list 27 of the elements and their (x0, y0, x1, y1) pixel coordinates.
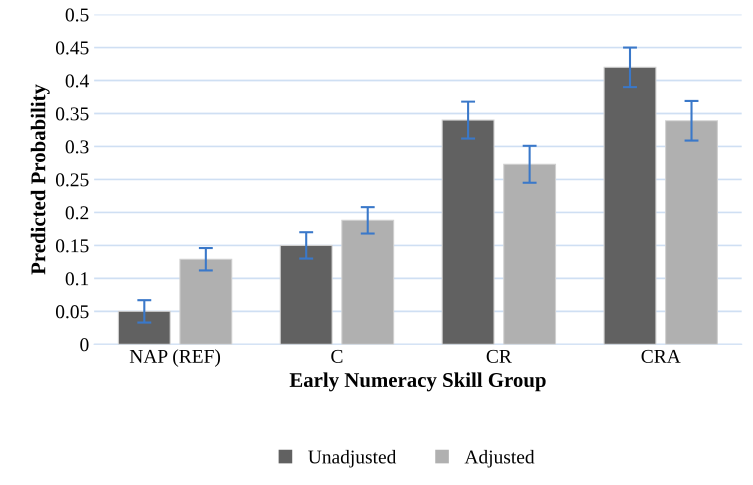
legend-label: Unadjusted (308, 450, 396, 468)
x-axis-title: Early Numeracy Skill Group (290, 372, 546, 392)
bar (280, 244, 333, 344)
y-tick-label: 0 (80, 338, 89, 352)
y-tick-label: 0.2 (66, 206, 88, 220)
y-tick-label: 0.05 (56, 305, 89, 318)
bar (503, 164, 556, 344)
x-tick-label: C (331, 350, 342, 363)
x-tick-label: CR (486, 350, 512, 363)
y-tick-label: 0.15 (56, 239, 89, 252)
bar (179, 258, 232, 344)
bar (665, 120, 718, 344)
y-tick-label: 0.1 (66, 272, 88, 286)
x-tick-label: NAP (REF) (130, 349, 220, 367)
bar (604, 66, 656, 344)
y-tick-label: 0.25 (56, 173, 89, 186)
y-tick-label: 0.5 (66, 8, 89, 22)
x-tick-label: CRA (642, 350, 681, 363)
y-tick-label: 0.45 (56, 41, 89, 55)
bar (341, 220, 394, 344)
y-tick-label: 0.4 (66, 74, 89, 88)
y-axis-title: Predicted Probability (30, 84, 50, 274)
y-tick-label: 0.35 (56, 107, 89, 121)
y-tick-label: 0.3 (66, 140, 89, 154)
legend-label: Adjusted (464, 450, 534, 468)
bar (118, 310, 171, 344)
bar (442, 120, 495, 344)
